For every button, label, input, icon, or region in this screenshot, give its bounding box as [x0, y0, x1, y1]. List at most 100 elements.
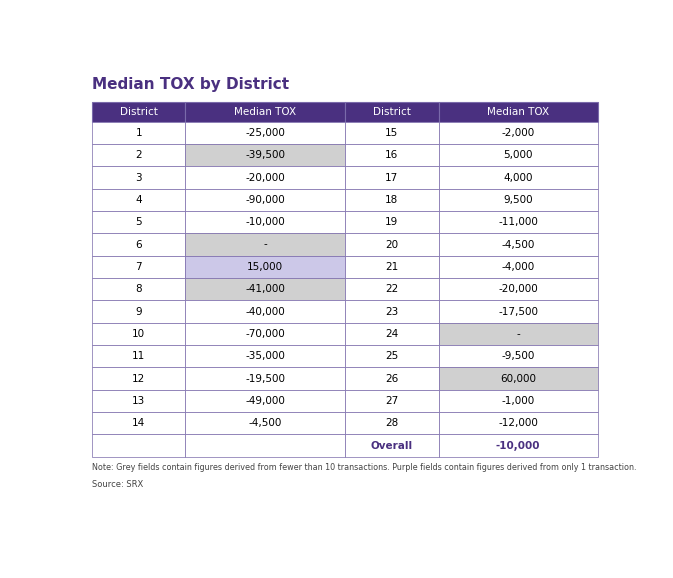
Bar	[92, 255, 186, 278]
Bar	[92, 323, 186, 345]
Text: Median TOX by District: Median TOX by District	[92, 77, 289, 92]
Text: Median TOX: Median TOX	[487, 107, 549, 117]
Text: 7: 7	[135, 262, 142, 272]
Text: -49,000: -49,000	[245, 396, 285, 406]
Bar	[186, 412, 345, 434]
Text: 4: 4	[135, 195, 142, 205]
Bar	[439, 211, 598, 234]
Bar	[345, 323, 439, 345]
Bar	[439, 255, 598, 278]
Text: -35,000: -35,000	[245, 351, 285, 361]
Text: 9,500: 9,500	[503, 195, 533, 205]
Bar	[92, 278, 186, 301]
Bar	[345, 144, 439, 166]
Text: 27: 27	[385, 396, 398, 406]
Bar	[92, 412, 186, 434]
Bar	[186, 255, 345, 278]
Bar	[345, 390, 439, 412]
Text: -20,000: -20,000	[246, 173, 285, 183]
Text: Note: Grey fields contain figures derived from fewer than 10 transactions. Purpl: Note: Grey fields contain figures derive…	[92, 463, 637, 472]
Bar	[345, 102, 439, 122]
Text: 8: 8	[135, 284, 142, 294]
Text: -2,000: -2,000	[501, 128, 535, 138]
Text: 21: 21	[385, 262, 398, 272]
Bar	[92, 211, 186, 234]
Text: 11: 11	[132, 351, 145, 361]
Text: -19,500: -19,500	[245, 373, 285, 384]
Text: -70,000: -70,000	[246, 329, 285, 339]
Text: 14: 14	[132, 418, 145, 428]
Text: -17,500: -17,500	[498, 306, 538, 317]
Text: 60,000: 60,000	[500, 373, 536, 384]
Text: 1: 1	[135, 128, 142, 138]
Text: Median TOX: Median TOX	[234, 107, 296, 117]
Bar	[92, 234, 186, 255]
Text: -40,000: -40,000	[246, 306, 285, 317]
Bar	[186, 368, 345, 390]
Bar	[92, 144, 186, 166]
Bar	[439, 278, 598, 301]
Bar	[186, 102, 345, 122]
Bar	[92, 166, 186, 188]
Text: -39,500: -39,500	[245, 150, 285, 160]
Text: -: -	[263, 239, 267, 250]
Text: -9,500: -9,500	[501, 351, 535, 361]
Text: 25: 25	[385, 351, 398, 361]
Bar	[439, 102, 598, 122]
Text: 23: 23	[385, 306, 398, 317]
Bar	[345, 434, 439, 457]
Bar	[439, 390, 598, 412]
Text: -12,000: -12,000	[498, 418, 538, 428]
Text: 16: 16	[385, 150, 398, 160]
Bar	[92, 301, 186, 323]
Bar	[439, 368, 598, 390]
Text: 17: 17	[385, 173, 398, 183]
Bar	[186, 166, 345, 188]
Text: District: District	[120, 107, 157, 117]
Text: -10,000: -10,000	[246, 217, 285, 227]
Text: -11,000: -11,000	[498, 217, 538, 227]
Bar	[439, 166, 598, 188]
Bar	[92, 434, 186, 457]
Bar	[439, 323, 598, 345]
Text: 22: 22	[385, 284, 398, 294]
Bar	[92, 102, 186, 122]
Bar	[186, 434, 345, 457]
Bar	[92, 390, 186, 412]
Bar	[439, 301, 598, 323]
Bar	[186, 188, 345, 211]
Bar	[92, 345, 186, 368]
Text: 12: 12	[132, 373, 145, 384]
Text: 9: 9	[135, 306, 142, 317]
Text: 28: 28	[385, 418, 398, 428]
Bar	[439, 188, 598, 211]
Bar	[439, 122, 598, 144]
Bar	[345, 368, 439, 390]
Text: 4,000: 4,000	[503, 173, 533, 183]
Bar	[345, 345, 439, 368]
Text: 2: 2	[135, 150, 142, 160]
Text: 13: 13	[132, 396, 145, 406]
Bar	[345, 301, 439, 323]
Text: -1,000: -1,000	[501, 396, 535, 406]
Bar	[186, 323, 345, 345]
Text: 15: 15	[385, 128, 398, 138]
Bar	[186, 345, 345, 368]
Text: -: -	[516, 329, 520, 339]
Bar	[439, 345, 598, 368]
Bar	[186, 122, 345, 144]
Bar	[345, 412, 439, 434]
Bar	[345, 255, 439, 278]
Bar	[186, 301, 345, 323]
Bar	[345, 188, 439, 211]
Text: 18: 18	[385, 195, 398, 205]
Text: 15,000: 15,000	[247, 262, 283, 272]
Bar	[439, 144, 598, 166]
Text: 5: 5	[135, 217, 142, 227]
Text: Source: SRX: Source: SRX	[92, 480, 143, 489]
Bar	[186, 390, 345, 412]
Text: -41,000: -41,000	[245, 284, 285, 294]
Text: 24: 24	[385, 329, 398, 339]
Text: 20: 20	[385, 239, 398, 250]
Text: 3: 3	[135, 173, 142, 183]
